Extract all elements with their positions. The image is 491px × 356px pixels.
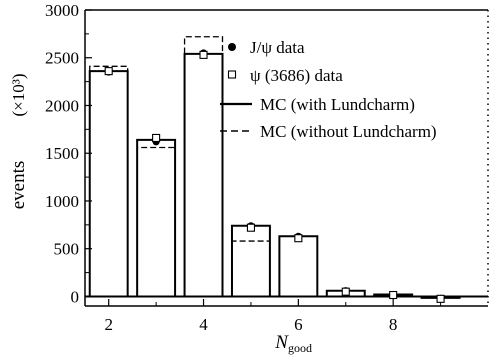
y-tick-label: 3000 [45, 1, 79, 20]
axis-labels: Ngood events (×10³) [8, 73, 312, 355]
legend: J/ψ data ψ (3686) data MC (with Lundcharm)… [220, 38, 437, 141]
y-tick-label: 1500 [45, 144, 79, 163]
y-tick-label: 0 [71, 287, 80, 306]
mc-with-lundcharm-bar [136, 138, 177, 297]
mc-without-lundcharm-bar [89, 65, 129, 297]
x-tick-label: 8 [389, 315, 398, 334]
x-tick-label: 4 [199, 315, 208, 334]
legend-jpsi-label: J/ψ data [250, 38, 305, 57]
y-axis-label: events [8, 161, 29, 210]
plot-frame [84, 9, 489, 307]
y-tick-label: 1000 [45, 192, 79, 211]
legend-jpsi-marker [228, 43, 236, 51]
mc-with-lundcharm-bar [183, 52, 224, 297]
mc-without-lundcharm-bar [231, 240, 271, 297]
psi3686-data-point [436, 294, 445, 303]
psi3686-data-point [294, 234, 303, 243]
x-tick-label: 2 [104, 315, 113, 334]
y-tick-label: 2000 [45, 96, 79, 115]
legend-mc-with-label: MC (with Lundcharm) [260, 95, 415, 114]
data-points [104, 49, 445, 303]
x-axis-label-subscript: good [288, 341, 312, 355]
psi3686-data-point [152, 133, 161, 142]
psi3686-data-point [389, 290, 398, 300]
y-axis-unit: (×10³) [9, 73, 28, 116]
legend-psi3686-label: ψ (3686) data [250, 66, 343, 85]
mc-without-lundcharm-bar [136, 146, 176, 297]
axis-ticks: 0 500 1000 1500 2000 2500 3000 2 4 6 8 [45, 1, 442, 334]
psi3686-data-point [104, 67, 113, 76]
x-tick-label: 6 [294, 315, 303, 334]
mc-without-lundcharm-bar [278, 235, 318, 297]
mc-with-lundcharm-bar [230, 224, 271, 297]
mc-with-lundcharm-bar [278, 235, 319, 297]
y-tick-label: 2500 [45, 49, 79, 68]
psi3686-data-point [341, 287, 350, 296]
psi3686-data-point [199, 50, 208, 59]
mc-with-lundcharm-bar [88, 70, 129, 297]
x-axis-label: Ngood [274, 332, 312, 355]
legend-psi3686-marker [227, 70, 237, 79]
mc-without-lundcharm-bar [183, 36, 224, 297]
legend-mc-without-label: MC (without Lundcharm) [260, 122, 437, 141]
psi3686-data-point [246, 223, 255, 232]
y-tick-label: 500 [54, 240, 80, 259]
